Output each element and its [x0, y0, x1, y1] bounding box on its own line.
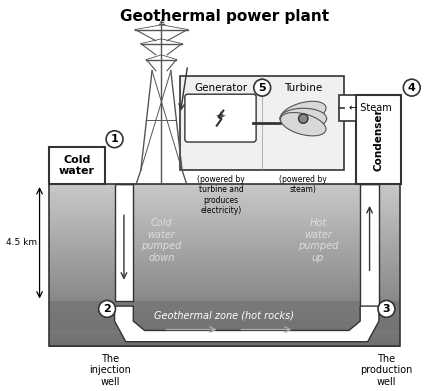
Text: 4.5 km: 4.5 km: [6, 238, 37, 247]
Bar: [49, 326, 399, 331]
Ellipse shape: [280, 113, 326, 136]
Bar: [49, 253, 399, 258]
Bar: [49, 310, 399, 315]
Text: (powered by
steam): (powered by steam): [280, 175, 327, 194]
Bar: [49, 237, 399, 242]
Bar: [49, 217, 399, 222]
Bar: [49, 330, 399, 335]
Bar: [49, 302, 399, 307]
Circle shape: [98, 300, 116, 317]
Text: Cold
water: Cold water: [59, 155, 95, 176]
Bar: [49, 184, 399, 189]
Circle shape: [254, 79, 270, 96]
Text: (powered by
turbine and
produces
electricity): (powered by turbine and produces electri…: [197, 175, 245, 215]
Bar: [49, 298, 399, 303]
Text: Geothermal power plant: Geothermal power plant: [120, 9, 329, 24]
Bar: [49, 229, 399, 234]
Text: Condenser: Condenser: [373, 108, 383, 171]
Bar: [49, 225, 399, 230]
Bar: [49, 184, 399, 346]
Text: Cold
water
pumped
down: Cold water pumped down: [141, 218, 181, 263]
Bar: [49, 269, 399, 274]
Bar: [49, 213, 399, 217]
Text: 4: 4: [408, 83, 416, 93]
Bar: [49, 201, 399, 205]
Text: The
injection
well: The injection well: [89, 354, 131, 387]
Bar: [49, 314, 399, 319]
Bar: [49, 208, 399, 213]
Bar: [49, 273, 399, 278]
Bar: [49, 338, 399, 343]
FancyBboxPatch shape: [185, 94, 256, 142]
Bar: [114, 184, 133, 301]
Circle shape: [298, 114, 308, 123]
Bar: [49, 257, 399, 262]
Bar: [356, 95, 400, 184]
Text: 1: 1: [111, 134, 118, 144]
Bar: [49, 322, 399, 327]
Text: 2: 2: [103, 304, 111, 314]
Bar: [339, 95, 356, 121]
Bar: [49, 196, 399, 201]
Bar: [49, 290, 399, 295]
Bar: [49, 343, 399, 347]
Text: ✦: ✦: [215, 111, 226, 125]
Text: The
production
well: The production well: [360, 354, 413, 387]
Text: Hot
water
pumped
up: Hot water pumped up: [298, 218, 338, 263]
Bar: [49, 282, 399, 287]
Bar: [49, 233, 399, 238]
PathPatch shape: [114, 306, 379, 342]
Bar: [49, 294, 399, 299]
Bar: [49, 265, 399, 270]
Circle shape: [403, 79, 420, 96]
Circle shape: [378, 300, 395, 317]
Ellipse shape: [280, 108, 327, 129]
Bar: [49, 261, 399, 266]
Bar: [49, 334, 399, 339]
Bar: [49, 241, 399, 246]
Bar: [49, 221, 399, 226]
Bar: [49, 204, 399, 210]
Bar: [49, 285, 399, 291]
Text: Turbine: Turbine: [284, 83, 322, 93]
Bar: [49, 278, 399, 282]
Bar: [49, 147, 105, 184]
Bar: [49, 192, 399, 197]
Text: 3: 3: [383, 304, 390, 314]
Text: Geothermal zone (hot rocks): Geothermal zone (hot rocks): [154, 310, 294, 321]
Circle shape: [106, 131, 123, 148]
Bar: [180, 76, 344, 170]
Bar: [49, 306, 399, 311]
Bar: [49, 245, 399, 250]
Text: ← Steam: ← Steam: [349, 103, 392, 113]
Bar: [49, 249, 399, 254]
Bar: [49, 188, 399, 193]
Text: Generator: Generator: [195, 83, 248, 93]
Ellipse shape: [280, 101, 326, 125]
Bar: [49, 301, 399, 330]
Text: 5: 5: [258, 83, 266, 93]
Bar: [49, 318, 399, 323]
Bar: [360, 184, 379, 316]
